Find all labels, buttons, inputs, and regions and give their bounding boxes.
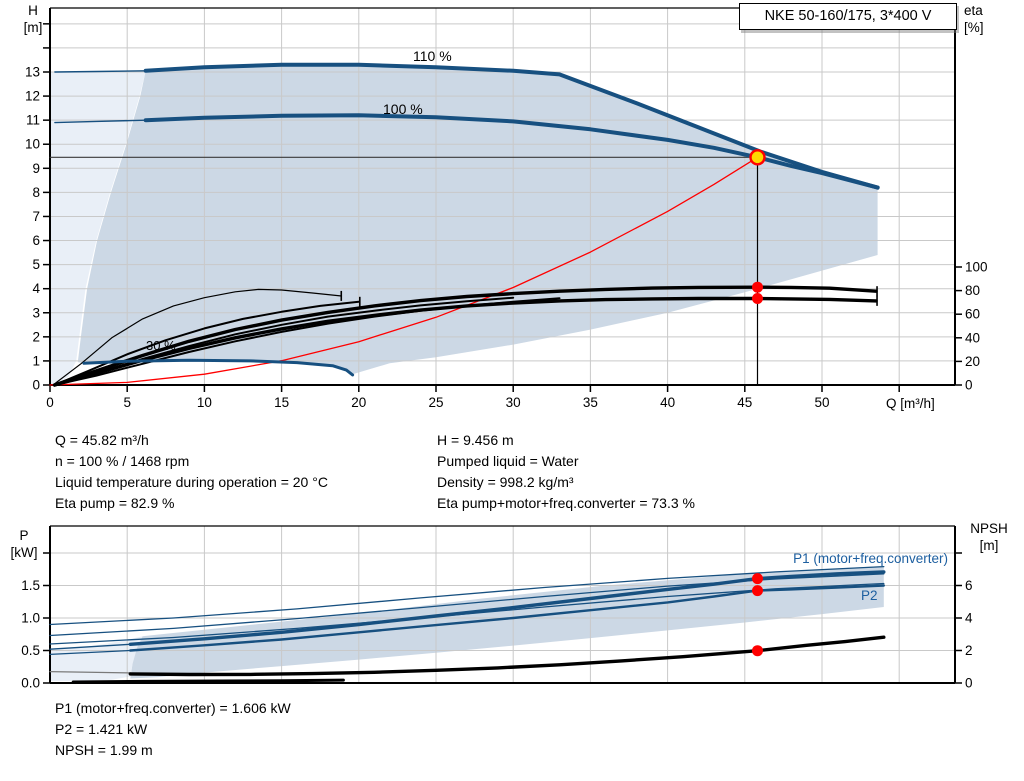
speed-curve-30	[82, 358, 355, 377]
info-liquid-temp: Liquid temperature during operation = 20…	[55, 474, 328, 490]
info-h: H = 9.456 m	[437, 432, 514, 448]
info-p1: P1 (motor+freq.converter) = 1.606 kW	[55, 700, 291, 716]
bottom-tick-label: 40	[660, 395, 675, 410]
left-tick-label: 1	[32, 353, 40, 368]
qh-chart-plot-area[interactable]	[50, 8, 955, 385]
npsh-axis-title-line2: [m]	[979, 538, 999, 553]
left-tick-label: 10	[25, 137, 40, 152]
info-speed: n = 100 % / 1468 rpm	[55, 453, 190, 469]
left-tick-label: 9	[32, 161, 40, 176]
eta-total-point	[752, 293, 763, 304]
bottom-tick-label: 45	[737, 395, 752, 410]
right-tick-label: 40	[965, 330, 980, 345]
right-tick-label: 60	[965, 307, 980, 322]
bottom-tick-label: 0	[46, 395, 54, 410]
bottom-tick-label: 50	[814, 395, 829, 410]
system-curve	[49, 156, 759, 386]
left-tick-label: 7	[32, 209, 40, 224]
eta-axis-title: eta [%]	[964, 2, 1006, 36]
left-tick-label: 2	[32, 329, 40, 344]
power-info: P1 (motor+freq.converter) = 1.606 kW P2 …	[55, 698, 291, 761]
left-tick-label: 0	[32, 378, 40, 393]
duty-info-right: H = 9.456 m Pumped liquid = Water Densit…	[437, 430, 695, 514]
p1-point	[752, 573, 763, 585]
duty-point[interactable]	[749, 149, 766, 166]
speed-100-label: 100 %	[383, 101, 423, 117]
eta-pump-point	[752, 281, 763, 293]
left-tick-label: 12	[25, 89, 40, 104]
bottom-tick-label: 35	[583, 395, 598, 410]
left-tick-label: 1.5	[21, 578, 40, 593]
q-axis-title: Q [m³/h]	[886, 396, 935, 411]
p1-curve-label: P1 (motor+freq.converter)	[793, 551, 948, 566]
eta-curve-low-speed	[53, 288, 341, 385]
speed-curve-100-min	[54, 119, 147, 124]
h-axis-title: H [m]	[18, 2, 48, 36]
speed-curve-100	[143, 113, 880, 190]
info-q: Q = 45.82 m³/h	[55, 432, 149, 448]
eta-axis-title-line1: eta	[964, 3, 983, 18]
right-tick-label: 0	[965, 378, 973, 393]
p1-speed-line-a	[49, 565, 885, 626]
speed-curve-110-min	[54, 70, 147, 73]
bottom-tick-label: 30	[506, 395, 521, 410]
low-flow-region	[50, 70, 146, 386]
h-axis-title-line2: [m]	[23, 20, 43, 35]
info-pumped-liquid: Pumped liquid = Water	[437, 453, 579, 469]
right-tick-label: 2	[965, 643, 973, 658]
bottom-tick-label: 15	[274, 395, 289, 410]
right-tick-label: 4	[965, 611, 973, 626]
left-tick-label: 11	[26, 113, 40, 128]
info-eta-total: Eta pump+motor+freq.converter = 73.3 %	[437, 495, 695, 511]
eta-axis-title-line2: [%]	[964, 20, 984, 35]
power-low-flow-region	[50, 636, 143, 681]
p1-curve-min	[49, 643, 131, 650]
left-tick-label: 0.0	[21, 676, 40, 691]
right-tick-label: 6	[965, 578, 973, 593]
left-tick-label: 13	[25, 64, 40, 79]
duty-info-left: Q = 45.82 m³/h n = 100 % / 1468 rpm Liqu…	[55, 430, 328, 514]
npsh-axis-title: NPSH [m]	[957, 520, 1021, 554]
p2-point	[752, 585, 763, 597]
p2-curve-min	[49, 649, 131, 656]
info-eta-pump: Eta pump = 82.9 %	[55, 495, 175, 511]
p-axis-title-line1: P	[19, 528, 29, 543]
npsh-min-speed-curve	[71, 678, 345, 684]
left-tick-label: 8	[32, 185, 40, 200]
info-npsh: NPSH = 1.99 m	[55, 742, 153, 758]
bottom-tick-label: 5	[123, 395, 131, 410]
left-tick-label: 4	[32, 281, 40, 296]
p2-curve-label: P2	[861, 588, 878, 603]
npsh-point	[752, 645, 763, 657]
right-tick-label: 100	[965, 260, 988, 275]
info-p2: P2 = 1.421 kW	[55, 721, 148, 737]
left-tick-label: 5	[32, 257, 40, 272]
bottom-tick-label: 10	[197, 395, 212, 410]
bottom-tick-label: 20	[351, 395, 366, 410]
right-tick-label: 20	[965, 354, 980, 369]
right-tick-label: 80	[965, 283, 980, 298]
h-axis-title-line1: H	[28, 3, 38, 18]
left-tick-label: 3	[32, 305, 40, 320]
p-axis-title-line2: [kW]	[10, 545, 38, 560]
npsh-low-flow-line	[49, 670, 131, 674]
right-tick-label: 0	[965, 676, 973, 691]
speed-110-label: 110 %	[413, 48, 452, 64]
p1-curve	[128, 570, 886, 646]
info-density: Density = 998.2 kg/m³	[437, 474, 574, 490]
pump-title-box: NKE 50-160/175, 3*400 V	[739, 3, 957, 30]
npsh-axis-title-line1: NPSH	[970, 521, 1008, 536]
eta-curve-bundle-c	[53, 300, 360, 386]
left-tick-label: 1.0	[21, 611, 40, 626]
bottom-tick-label: 25	[428, 395, 443, 410]
npsh-curve	[128, 635, 886, 677]
power-npsh-chart-plot-area[interactable]	[50, 526, 955, 683]
left-tick-label: 6	[32, 233, 40, 248]
left-tick-label: 0.5	[21, 643, 40, 658]
p2-curve	[129, 584, 885, 652]
p-axis-title: P [kW]	[4, 527, 44, 561]
speed-curve-110	[143, 62, 880, 190]
